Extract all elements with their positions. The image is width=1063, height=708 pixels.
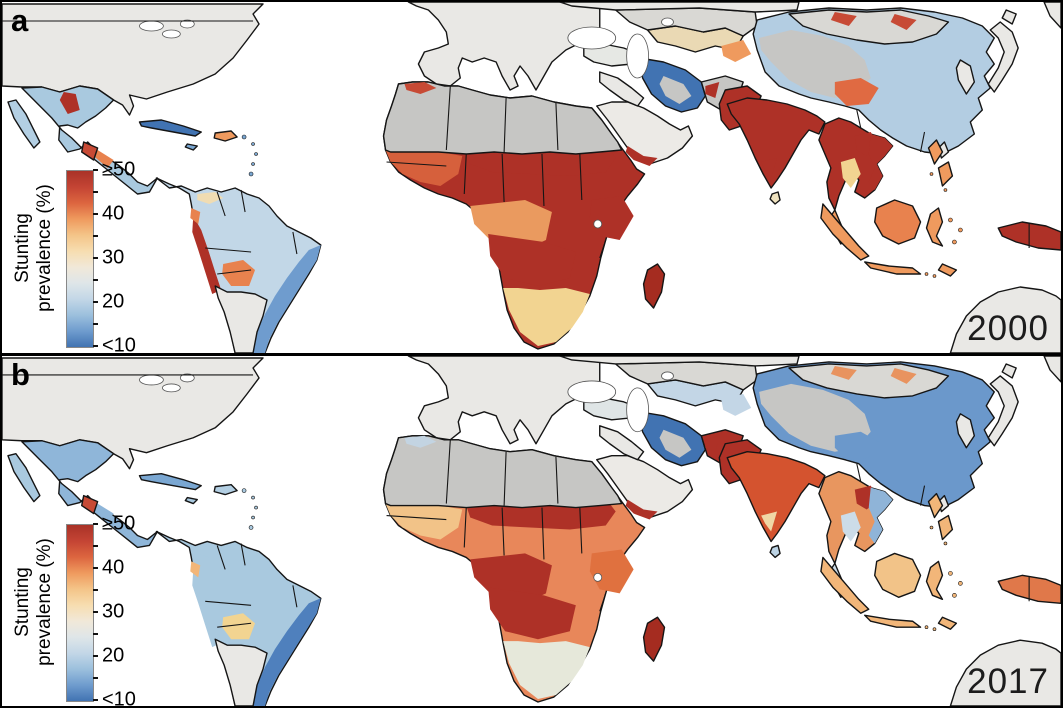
legend-tick-label: 20 [102, 290, 125, 313]
colorbar [66, 524, 94, 702]
legend-tick-mark [93, 589, 98, 591]
legend-tick-mark [93, 345, 98, 347]
legend-tick-mark [93, 257, 98, 259]
legend-tick-label: <10 [102, 334, 136, 354]
world-map-2017 [2, 356, 1061, 706]
legend-tick-label: 20 [102, 644, 125, 667]
stunting-legend: Stunting prevalence (%) ≥50 40 30 20 <10 [8, 158, 146, 354]
legend-title: Stunting prevalence (%) [12, 155, 58, 341]
legend-tick-label: <10 [102, 688, 136, 707]
legend-title-line1: Stunting [12, 213, 33, 283]
legend-tick-mark [93, 191, 98, 193]
colorbar-wrap: ≥50 40 30 20 <10 [66, 512, 146, 707]
legend-tick-mark [93, 611, 98, 613]
legend-tick-label: ≥50 [102, 512, 136, 535]
legend-tick-mark [93, 699, 98, 701]
colorbar [66, 170, 94, 348]
legend-tick-mark [93, 169, 98, 171]
legend-tick-label: 40 [102, 202, 125, 225]
legend-tick-mark [93, 301, 98, 303]
legend-tick-label: 40 [102, 556, 125, 579]
panel-label-b: b [11, 357, 30, 392]
year-label-2017: 2017 [967, 662, 1049, 701]
legend-tick-mark [93, 545, 98, 547]
stunting-legend: Stunting prevalence (%) ≥50 40 30 20 <10 [8, 512, 146, 707]
legend-title: Stunting prevalence (%) [12, 509, 58, 695]
panel-2017: b Stunting prevalence (%) ≥50 40 30 20 <… [2, 353, 1061, 706]
legend-tick-mark [93, 235, 98, 237]
legend-tick-mark [93, 523, 98, 525]
legend-tick-mark [93, 633, 98, 635]
legend-title-line2: prevalence (%) [34, 538, 55, 666]
world-map-2000 [2, 2, 1061, 353]
colorbar-wrap: ≥50 40 30 20 <10 [66, 158, 146, 354]
legend-tick-mark [93, 213, 98, 215]
panel-label-a: a [11, 3, 29, 38]
legend-tick-label: ≥50 [102, 158, 136, 181]
legend-tick-mark [93, 655, 98, 657]
legend-tick-label: 30 [102, 600, 125, 623]
legend-tick-mark [93, 323, 98, 325]
legend-tick-label: 30 [102, 246, 125, 269]
legend-title-line1: Stunting [12, 567, 33, 637]
panel-2000: a Stunting prevalence (%) ≥50 40 30 20 <… [2, 2, 1061, 353]
legend-title-line2: prevalence (%) [34, 184, 55, 312]
legend-tick-mark [93, 677, 98, 679]
legend-tick-mark [93, 567, 98, 569]
year-label-2000: 2000 [967, 309, 1049, 348]
legend-tick-mark [93, 279, 98, 281]
